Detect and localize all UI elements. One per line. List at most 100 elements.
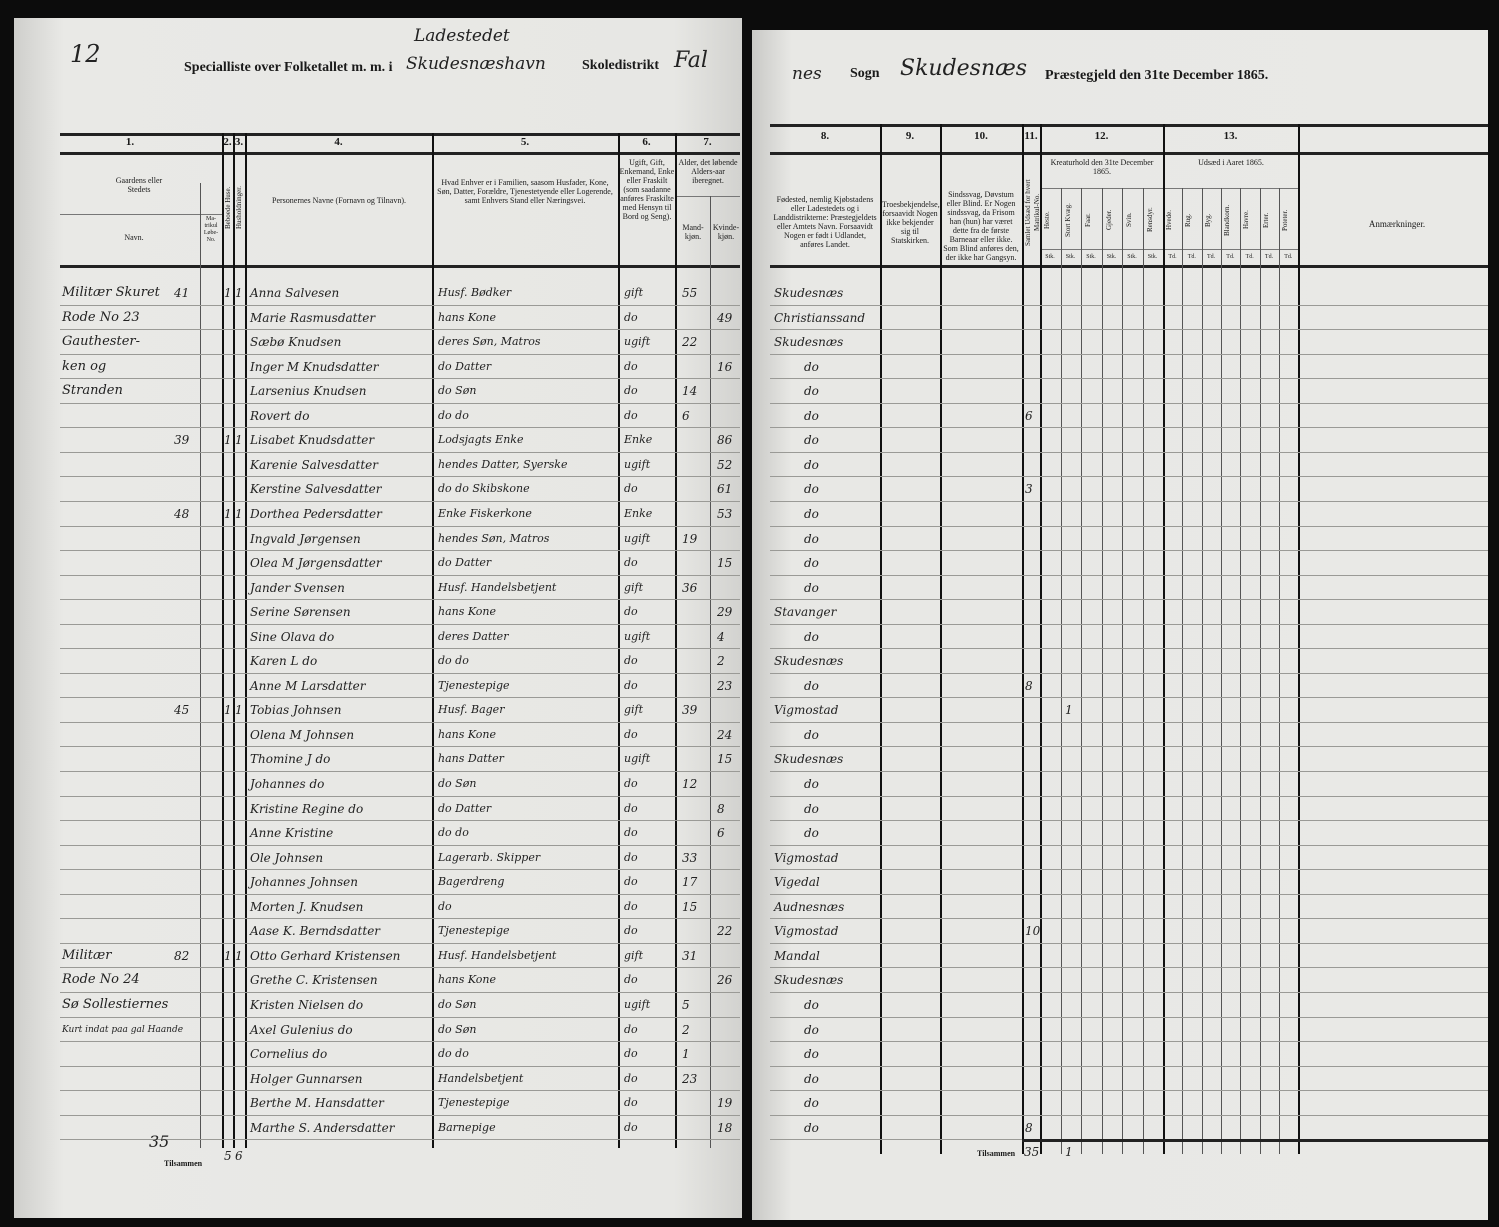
row-rule	[60, 942, 740, 944]
c12-subdivider	[1142, 188, 1144, 1154]
parish-value: Skudesnæs	[900, 56, 1028, 81]
c3-label: Husholdninger.	[235, 186, 243, 230]
row-rule	[770, 1114, 1488, 1116]
c12-unit: Stk.	[1147, 254, 1158, 260]
row-rule	[60, 869, 740, 871]
age-male: 14	[682, 384, 698, 399]
row-rule	[770, 1041, 1488, 1043]
house-count: 1	[224, 433, 232, 448]
person-role: Lodsjagts Enke	[438, 433, 524, 447]
c3-number: 3.	[234, 136, 244, 148]
c1-matr-label: Ma-trikul Løbe-No.	[203, 216, 219, 243]
c12-unit: Stk.	[1086, 254, 1096, 260]
matrikel-number: 82	[174, 948, 190, 963]
birthplace: do	[804, 801, 819, 816]
house-count: 1	[224, 506, 232, 521]
c12-unit: Stk.	[1106, 254, 1117, 260]
row-rule	[60, 795, 740, 797]
birthplace: do	[804, 1120, 819, 1135]
age-female: 8	[717, 801, 725, 816]
place-name: Sø Sollestiernes	[62, 996, 169, 1012]
row-rule	[60, 402, 740, 404]
row-rule	[60, 648, 740, 650]
person-name: Cornelius do	[250, 1047, 328, 1062]
person-role: Tjenestepige	[438, 678, 510, 692]
person-role: Husf. Bødker	[438, 286, 512, 299]
row-rule	[60, 451, 740, 453]
c12-subdivider	[1101, 188, 1103, 1154]
person-name: Johannes do	[250, 777, 325, 791]
age-female: 23	[717, 678, 733, 693]
row-rule	[60, 304, 740, 306]
c1-label: Gaardens eller Stedets	[115, 176, 163, 194]
c11-label: Samlet Udsæd for hvert Matrikul-No.	[1024, 179, 1041, 246]
row-rule	[770, 1016, 1488, 1018]
household-count: 1	[235, 703, 243, 718]
birthplace: Audnesnæs	[774, 899, 845, 914]
c13-label: Udsæd i Aaret 1865.	[1198, 158, 1264, 167]
c13-subdivider	[1201, 188, 1203, 1154]
c12-sub: Svin.	[1125, 212, 1133, 228]
place-name: Rode No 24	[62, 972, 140, 988]
c9-label: Troesbekjendelse, forsaavidt Nogen ikke …	[882, 200, 940, 245]
c12-value: 1	[1065, 703, 1073, 718]
c13-sub: Hvede.	[1165, 209, 1173, 231]
c12-unit: Stk.	[1065, 254, 1076, 260]
person-role: hendes Søn, Matros	[438, 531, 550, 545]
row-rule	[60, 623, 740, 625]
c13-subdivider	[1220, 188, 1222, 1154]
place-name: Stranden	[62, 383, 123, 399]
person-name: Johannes Johnsen	[250, 875, 358, 890]
rule-top	[770, 124, 1488, 127]
column-divider	[432, 133, 434, 1148]
birthplace: do	[804, 1047, 819, 1062]
person-role: Enke Fiskerkone	[438, 506, 532, 520]
date-text: Præstegjeld den 31te December 1865.	[1045, 68, 1269, 83]
birthplace: Skudesnæs	[774, 973, 844, 988]
row-rule	[60, 1090, 740, 1092]
marital-status: Enke	[624, 433, 653, 447]
person-name: Serine Sørensen	[250, 605, 351, 620]
row-rule	[60, 672, 740, 674]
person-role: do	[438, 899, 452, 913]
row-rule	[60, 353, 740, 355]
birthplace: do	[804, 531, 819, 546]
marital-status: do	[624, 826, 638, 840]
age-male: 31	[682, 948, 698, 963]
total-persons: 35	[149, 1132, 170, 1152]
birthplace: Skudesnæs	[774, 752, 844, 767]
row-rule	[770, 623, 1488, 625]
age-male: 17	[682, 875, 698, 890]
person-name: Karenie Salvesdatter	[250, 457, 379, 472]
c12-number: 12.	[1094, 130, 1109, 142]
marital-status: do	[624, 1047, 638, 1061]
birthplace: Vigmostad	[774, 850, 839, 865]
person-role: do Søn	[438, 1022, 477, 1036]
row-rule	[770, 672, 1488, 674]
person-role: hans Kone	[438, 973, 497, 987]
person-name: Holger Gunnarsen	[250, 1071, 363, 1086]
birthplace: do	[804, 826, 819, 841]
row-rule	[770, 1090, 1488, 1092]
rule-numbers	[770, 152, 1488, 155]
age-female: 29	[717, 605, 733, 620]
person-role: Husf. Bager	[438, 703, 505, 717]
marital-status: do	[624, 482, 638, 496]
column-divider	[1163, 124, 1165, 1154]
row-rule	[770, 893, 1488, 895]
person-name: Kristine Regine do	[250, 801, 364, 816]
c5-number: 5.	[520, 136, 530, 148]
c12-unit: Stk.	[1045, 254, 1055, 260]
birthplace: Vigedal	[774, 875, 820, 890]
person-role: Barnepige	[438, 1120, 496, 1134]
c12-label: Kreaturhold den 31te December 1865.	[1050, 158, 1154, 176]
marital-status: do	[624, 1071, 638, 1085]
age-male: 5	[682, 997, 690, 1012]
c12-sub: Stort Kvæg.	[1063, 203, 1072, 237]
person-role: deres Datter	[438, 629, 509, 643]
row-rule	[770, 427, 1488, 429]
row-rule	[770, 771, 1488, 772]
marital-status: ugift	[624, 335, 651, 349]
marital-status: gift	[624, 948, 644, 962]
person-name: Lisabet Knudsdatter	[250, 433, 375, 448]
